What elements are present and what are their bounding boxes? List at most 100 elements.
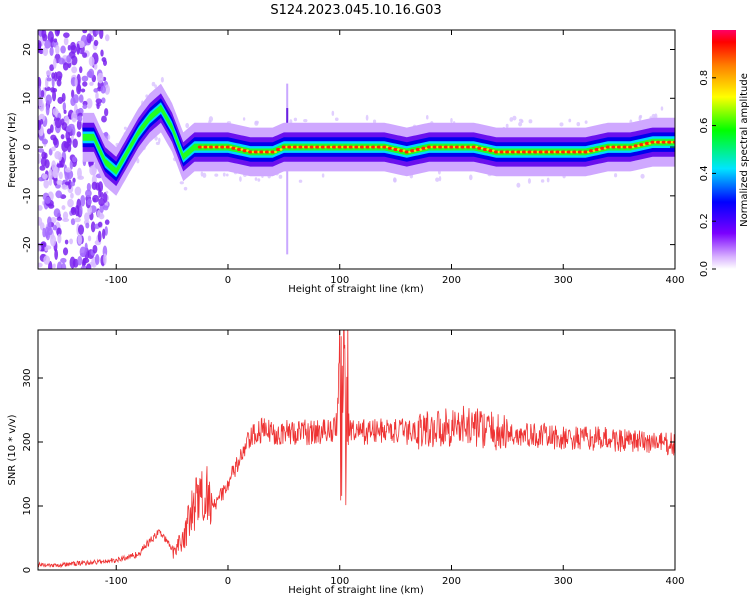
ridge-peak bbox=[290, 145, 294, 149]
ridge-peak bbox=[415, 147, 421, 152]
speckle bbox=[505, 123, 509, 128]
ridge-peak bbox=[419, 148, 423, 151]
speckle bbox=[651, 113, 656, 119]
snr-x-axis: -100 0 100 200 300 400 bbox=[105, 330, 685, 587]
ridge-peak bbox=[665, 140, 669, 144]
ridge-peak bbox=[296, 145, 300, 149]
ridge-peak bbox=[352, 145, 356, 149]
noise-blob bbox=[41, 173, 48, 180]
noise-blob bbox=[45, 94, 52, 105]
speckle bbox=[334, 117, 339, 121]
ridge-peak bbox=[447, 145, 451, 149]
ridge-peak bbox=[242, 149, 247, 153]
noise-blob bbox=[74, 186, 82, 196]
ridge-peak bbox=[482, 147, 488, 152]
ridge-peak bbox=[631, 145, 635, 149]
colorbar-axis: 0.0 0.2 0.4 0.6 0.8 bbox=[699, 70, 716, 277]
spectrogram-image bbox=[38, 30, 675, 269]
speckle bbox=[321, 173, 325, 178]
ridge-peak bbox=[197, 145, 203, 149]
noise-blob bbox=[82, 104, 88, 110]
ridge-peak bbox=[561, 150, 566, 154]
ridge-peak bbox=[318, 145, 322, 149]
ridge-peak bbox=[404, 150, 409, 154]
noise-blob bbox=[76, 119, 82, 131]
ridge-peak bbox=[359, 145, 365, 149]
y-tick-label: 200 bbox=[22, 432, 33, 451]
ridge-peak bbox=[549, 150, 555, 154]
noise-blob bbox=[38, 97, 44, 107]
ridge-peak bbox=[659, 140, 663, 144]
ridge-peak bbox=[201, 145, 205, 149]
noise-blob bbox=[52, 107, 59, 116]
speckle bbox=[298, 179, 303, 183]
noise-blob bbox=[46, 128, 52, 135]
noise-blob bbox=[53, 58, 57, 69]
noise-blob bbox=[47, 222, 52, 232]
ridge-peak bbox=[335, 145, 339, 149]
ridge-peak bbox=[572, 150, 577, 154]
speckle bbox=[208, 116, 214, 122]
speckle bbox=[222, 172, 226, 177]
snr-y-axis: 0 100 200 300 bbox=[22, 368, 675, 573]
ridge-peak bbox=[458, 145, 462, 149]
ridge-peak bbox=[575, 150, 579, 154]
noise-blob bbox=[43, 255, 51, 265]
noise-blob bbox=[62, 102, 67, 112]
ridge-peak bbox=[609, 145, 613, 149]
noise-blob bbox=[87, 235, 92, 242]
noise-blob bbox=[78, 94, 84, 103]
noise-blob bbox=[74, 77, 78, 87]
ridge-peak bbox=[218, 145, 222, 149]
noise-blob bbox=[56, 179, 63, 186]
speckle bbox=[425, 114, 429, 120]
noise-blob bbox=[77, 115, 83, 123]
ridge-peak bbox=[667, 140, 672, 144]
noise-blob bbox=[70, 44, 77, 54]
noise-blob bbox=[50, 234, 57, 247]
ridge-peak bbox=[304, 145, 309, 149]
noise-blob bbox=[44, 196, 51, 204]
speckle bbox=[469, 174, 473, 181]
noise-blob bbox=[82, 81, 88, 87]
ridge-peak bbox=[672, 140, 675, 144]
ridge-peak bbox=[670, 140, 674, 144]
noise-blob bbox=[54, 30, 60, 37]
noise-blob bbox=[80, 88, 86, 93]
noise-blob bbox=[102, 245, 108, 258]
ridge-peak bbox=[209, 145, 214, 149]
noise-blob bbox=[72, 138, 78, 149]
colorbar-label: Normalized spectral amplitude bbox=[739, 73, 750, 227]
noise-blob bbox=[54, 117, 62, 129]
speckle bbox=[105, 190, 109, 194]
noise-blob bbox=[86, 198, 92, 206]
ridge-peak bbox=[307, 145, 311, 149]
snr-y-label: SNR (10 * v/v) bbox=[7, 414, 18, 485]
noise-blob bbox=[70, 192, 74, 199]
noise-blob bbox=[52, 90, 57, 102]
noise-blob bbox=[86, 33, 92, 44]
speckle bbox=[331, 110, 335, 116]
ridge-peak bbox=[598, 148, 601, 151]
noise-blob bbox=[50, 216, 57, 224]
noise-blob bbox=[48, 168, 53, 180]
ridge-peak bbox=[555, 150, 560, 154]
speckle bbox=[160, 76, 164, 83]
ridge-peak bbox=[493, 150, 499, 154]
speckle bbox=[584, 120, 588, 124]
noise-blob bbox=[95, 98, 103, 104]
noise-blob bbox=[95, 30, 100, 35]
ridge-peak bbox=[357, 145, 361, 149]
spectrogram-y-label: Frequency (Hz) bbox=[7, 112, 18, 188]
noise-blob bbox=[91, 181, 98, 190]
ridge-peak bbox=[329, 145, 333, 149]
speckle bbox=[516, 182, 521, 188]
ridge-peak bbox=[531, 150, 534, 154]
noise-blob bbox=[38, 39, 42, 50]
ridge-peak bbox=[257, 150, 261, 154]
ridge-peak bbox=[276, 147, 281, 152]
ridge-peak bbox=[611, 145, 616, 149]
ridge-peak bbox=[471, 145, 477, 149]
ridge-peak bbox=[538, 150, 544, 154]
